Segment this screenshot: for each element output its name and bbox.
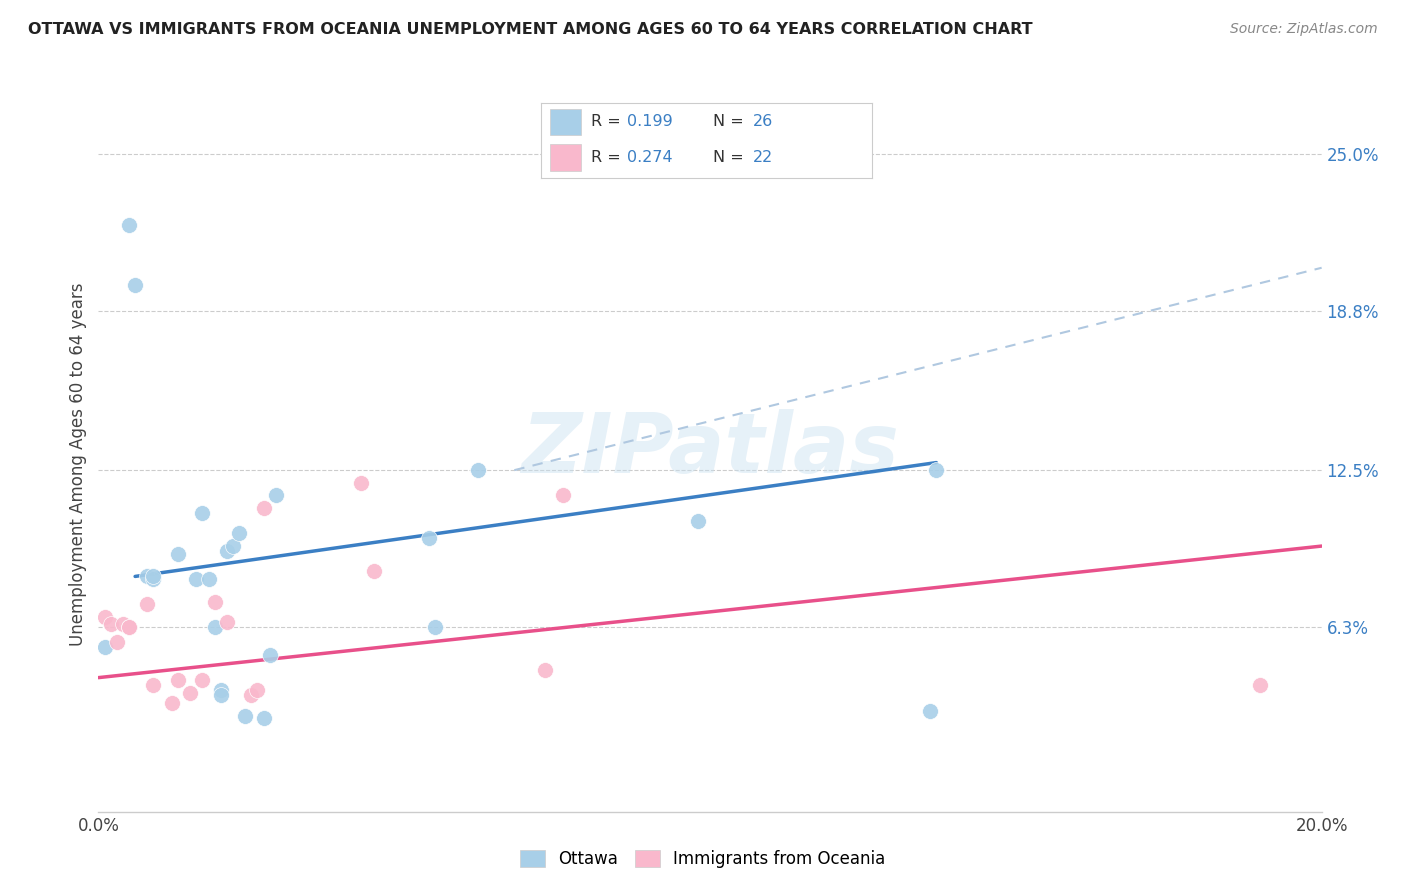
Text: 22: 22 (752, 150, 773, 165)
Text: R =: R = (591, 150, 626, 165)
Point (100, 617, 122, 632)
Point (179, 686, 201, 700)
FancyBboxPatch shape (550, 145, 581, 171)
Text: ZIPatlas: ZIPatlas (522, 409, 898, 491)
Point (215, 615, 238, 629)
Point (204, 620, 226, 634)
Point (246, 683, 269, 698)
Point (191, 506, 214, 520)
Point (209, 683, 232, 698)
Point (142, 678, 165, 692)
Point (534, 663, 557, 677)
Point (136, 597, 159, 611)
Point (228, 526, 250, 541)
Point (186, 572, 208, 586)
Text: 0.199: 0.199 (627, 114, 673, 129)
Point (259, 648, 281, 662)
Text: 0.274: 0.274 (627, 150, 673, 165)
Text: R =: R = (591, 114, 626, 129)
FancyBboxPatch shape (550, 109, 581, 136)
Point (160, 696, 183, 710)
Point (93, 610, 115, 624)
Point (423, 620, 446, 634)
Point (350, 475, 373, 490)
Point (209, 689, 232, 703)
Point (118, 620, 141, 634)
Point (264, 488, 287, 502)
Point (105, 635, 128, 649)
Point (124, 278, 146, 293)
Text: N =: N = (713, 114, 749, 129)
Point (118, 620, 141, 634)
Point (93, 640, 115, 655)
Point (111, 617, 134, 632)
Point (233, 708, 256, 723)
Point (920, 704, 942, 718)
Point (553, 488, 575, 502)
Point (142, 572, 165, 586)
Point (467, 463, 489, 477)
Point (363, 565, 385, 579)
Point (686, 514, 709, 528)
Point (1249, 678, 1271, 692)
Point (118, 218, 141, 232)
Y-axis label: Unemployment Among Ages 60 to 64 years: Unemployment Among Ages 60 to 64 years (69, 282, 87, 646)
Point (167, 673, 190, 688)
Point (222, 539, 245, 553)
Text: OTTAWA VS IMMIGRANTS FROM OCEANIA UNEMPLOYMENT AMONG AGES 60 TO 64 YEARS CORRELA: OTTAWA VS IMMIGRANTS FROM OCEANIA UNEMPL… (28, 22, 1033, 37)
Text: Source: ZipAtlas.com: Source: ZipAtlas.com (1230, 22, 1378, 37)
Point (252, 501, 274, 516)
Text: 26: 26 (752, 114, 773, 129)
Point (215, 544, 238, 558)
Legend: Ottawa, Immigrants from Oceania: Ottawa, Immigrants from Oceania (513, 843, 893, 875)
Point (142, 569, 165, 583)
Point (197, 572, 219, 586)
Point (167, 547, 190, 561)
Point (136, 569, 159, 583)
Point (204, 595, 226, 609)
Point (191, 673, 214, 688)
Point (418, 532, 440, 546)
Point (252, 711, 274, 725)
Point (925, 463, 948, 477)
Point (240, 689, 263, 703)
Text: N =: N = (713, 150, 749, 165)
